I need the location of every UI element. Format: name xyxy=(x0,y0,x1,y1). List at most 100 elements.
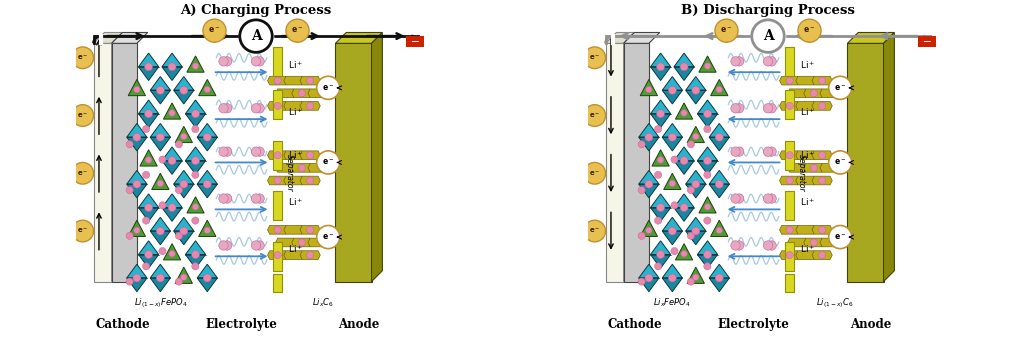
Circle shape xyxy=(734,57,743,66)
Circle shape xyxy=(191,251,200,258)
Polygon shape xyxy=(697,161,718,174)
Circle shape xyxy=(159,156,166,163)
Polygon shape xyxy=(796,176,816,185)
Polygon shape xyxy=(164,244,180,260)
Circle shape xyxy=(734,194,743,203)
Polygon shape xyxy=(174,90,194,104)
Text: Cathode: Cathode xyxy=(607,318,662,331)
Polygon shape xyxy=(779,101,800,110)
Polygon shape xyxy=(605,43,624,282)
Polygon shape xyxy=(697,100,718,114)
Polygon shape xyxy=(308,164,329,172)
Polygon shape xyxy=(138,241,159,255)
Polygon shape xyxy=(697,241,718,255)
Circle shape xyxy=(810,164,817,171)
Polygon shape xyxy=(796,226,816,234)
Polygon shape xyxy=(804,238,824,247)
Polygon shape xyxy=(284,226,304,234)
Circle shape xyxy=(169,251,175,257)
Circle shape xyxy=(645,133,653,141)
Polygon shape xyxy=(639,123,659,137)
Circle shape xyxy=(204,133,211,141)
Polygon shape xyxy=(698,56,716,72)
Text: e$^-$: e$^-$ xyxy=(292,26,304,35)
Polygon shape xyxy=(663,217,682,231)
Circle shape xyxy=(157,180,164,187)
Circle shape xyxy=(705,204,711,210)
Text: A) Charging Process: A) Charging Process xyxy=(180,4,332,17)
Polygon shape xyxy=(796,76,816,85)
Circle shape xyxy=(175,186,182,193)
Bar xyxy=(273,141,282,170)
Circle shape xyxy=(274,152,282,159)
Polygon shape xyxy=(199,220,216,236)
Circle shape xyxy=(645,180,653,188)
Circle shape xyxy=(159,248,166,255)
Polygon shape xyxy=(697,147,718,161)
Polygon shape xyxy=(308,89,329,97)
Circle shape xyxy=(818,77,825,84)
Circle shape xyxy=(72,105,93,126)
Circle shape xyxy=(584,47,605,69)
Circle shape xyxy=(157,274,164,282)
Circle shape xyxy=(219,57,228,66)
Polygon shape xyxy=(162,208,182,221)
Circle shape xyxy=(72,162,93,184)
Text: Anode: Anode xyxy=(338,318,380,331)
Circle shape xyxy=(703,157,712,165)
Polygon shape xyxy=(151,217,170,231)
Polygon shape xyxy=(112,32,123,282)
Polygon shape xyxy=(174,231,194,245)
Circle shape xyxy=(142,217,150,224)
Polygon shape xyxy=(300,101,321,110)
Polygon shape xyxy=(128,79,145,96)
Circle shape xyxy=(144,63,153,71)
Polygon shape xyxy=(674,53,694,67)
Text: Separator: Separator xyxy=(285,155,294,192)
Polygon shape xyxy=(151,278,170,292)
Circle shape xyxy=(818,226,825,234)
Circle shape xyxy=(316,226,340,249)
Circle shape xyxy=(191,110,200,118)
Text: Electrolyte: Electrolyte xyxy=(206,318,278,331)
Polygon shape xyxy=(164,103,180,119)
Polygon shape xyxy=(174,184,194,198)
Circle shape xyxy=(157,133,164,141)
Polygon shape xyxy=(151,137,170,151)
Polygon shape xyxy=(639,137,659,151)
Circle shape xyxy=(716,133,723,141)
Polygon shape xyxy=(127,184,147,198)
Polygon shape xyxy=(275,238,296,247)
Polygon shape xyxy=(687,267,705,283)
Circle shape xyxy=(692,274,699,280)
Polygon shape xyxy=(292,238,312,247)
Polygon shape xyxy=(812,251,833,260)
Circle shape xyxy=(767,241,776,250)
Polygon shape xyxy=(804,164,824,172)
Circle shape xyxy=(763,57,773,66)
Text: e$^-$: e$^-$ xyxy=(589,53,600,62)
Text: e$^-$: e$^-$ xyxy=(208,26,220,35)
Circle shape xyxy=(703,217,711,224)
Polygon shape xyxy=(185,100,206,114)
Polygon shape xyxy=(686,77,706,90)
Circle shape xyxy=(687,141,694,148)
Polygon shape xyxy=(674,67,694,81)
Polygon shape xyxy=(639,184,659,198)
Polygon shape xyxy=(284,76,304,85)
Circle shape xyxy=(656,110,665,118)
Polygon shape xyxy=(267,151,288,160)
Text: e$^-$: e$^-$ xyxy=(589,227,600,235)
Polygon shape xyxy=(624,32,635,282)
Circle shape xyxy=(654,125,662,133)
Polygon shape xyxy=(185,161,206,174)
Circle shape xyxy=(133,86,140,93)
Circle shape xyxy=(669,274,676,282)
Circle shape xyxy=(763,104,773,113)
Circle shape xyxy=(168,63,176,71)
Polygon shape xyxy=(186,197,204,213)
Circle shape xyxy=(763,194,773,203)
Circle shape xyxy=(240,20,272,52)
Circle shape xyxy=(222,147,231,156)
Circle shape xyxy=(191,171,199,178)
